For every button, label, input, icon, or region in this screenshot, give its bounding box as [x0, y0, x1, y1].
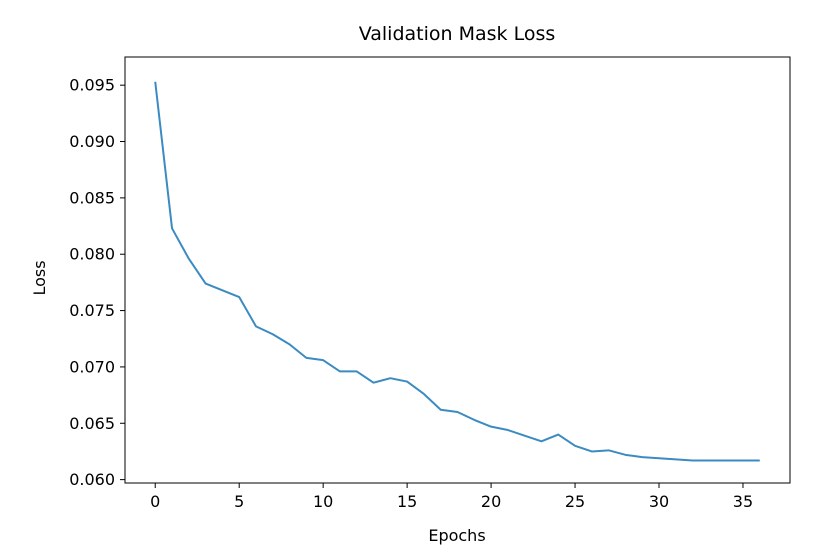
x-tick-label: 25	[565, 492, 585, 511]
series-line	[154, 81, 760, 462]
y-tick-label: 0.085	[69, 188, 115, 207]
x-axis-title: Epochs	[428, 526, 485, 545]
y-axis-ticks: 0.060 0.065 0.070 0.075 0.080 0.085 0.090 0.095	[69, 76, 125, 489]
x-axis-ticks: 0 5 10 15 20 25 30 35	[150, 483, 753, 511]
y-tick-label: 0.075	[69, 301, 115, 320]
chart-title: Validation Mask Loss	[359, 23, 556, 45]
y-tick-label: 0.065	[69, 414, 115, 433]
x-tick-label: 30	[649, 492, 669, 511]
x-tick-label: 35	[733, 492, 753, 511]
y-tick-label: 0.090	[69, 132, 115, 151]
plot-area	[124, 56, 791, 484]
y-tick-label: 0.080	[69, 245, 115, 264]
x-tick-label: 5	[234, 492, 244, 511]
y-axis-title: Loss	[30, 260, 49, 295]
plot-frame	[124, 56, 791, 484]
x-tick-label: 0	[150, 492, 160, 511]
y-tick-label: 0.060	[69, 470, 115, 489]
y-tick-label: 0.095	[69, 76, 115, 95]
x-tick-label: 20	[481, 492, 501, 511]
y-tick-label: 0.070	[69, 357, 115, 376]
x-tick-label: 15	[397, 492, 417, 511]
x-tick-label: 10	[313, 492, 333, 511]
